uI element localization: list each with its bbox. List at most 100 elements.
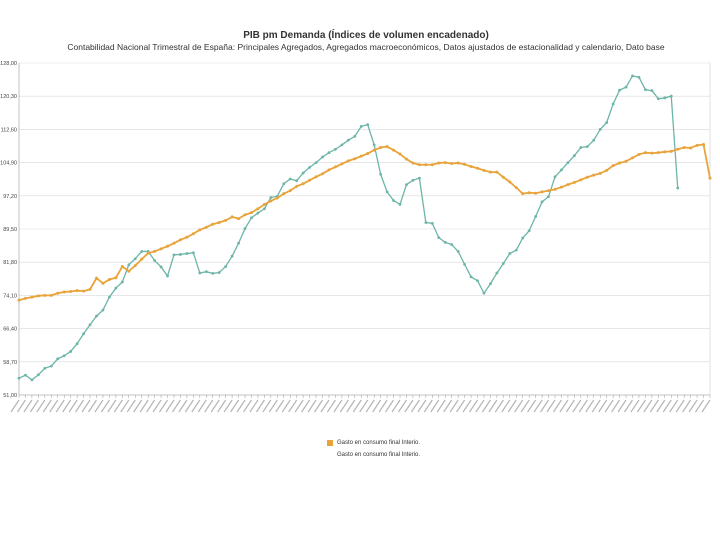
- data-point[interactable]: [333, 165, 337, 169]
- data-point[interactable]: [185, 252, 189, 255]
- data-point[interactable]: [275, 196, 279, 200]
- data-point[interactable]: [107, 277, 111, 281]
- data-point[interactable]: [95, 314, 98, 318]
- data-point[interactable]: [340, 162, 344, 166]
- data-point[interactable]: [385, 145, 389, 149]
- data-point[interactable]: [411, 161, 415, 165]
- data-point[interactable]: [553, 175, 557, 179]
- data-point[interactable]: [411, 178, 415, 182]
- data-point[interactable]: [314, 175, 318, 179]
- data-point[interactable]: [217, 271, 221, 274]
- data-point[interactable]: [592, 173, 596, 177]
- data-point[interactable]: [224, 218, 228, 222]
- data-point[interactable]: [334, 147, 337, 151]
- data-point[interactable]: [508, 252, 512, 255]
- data-point[interactable]: [695, 143, 699, 147]
- data-point[interactable]: [527, 229, 531, 233]
- data-point[interactable]: [153, 259, 157, 262]
- data-point[interactable]: [140, 257, 144, 261]
- data-point[interactable]: [398, 152, 402, 156]
- data-point[interactable]: [237, 217, 241, 221]
- data-point[interactable]: [30, 378, 34, 382]
- data-point[interactable]: [708, 176, 712, 180]
- data-point[interactable]: [618, 88, 621, 92]
- data-point[interactable]: [631, 156, 635, 160]
- data-point[interactable]: [450, 161, 454, 165]
- data-point[interactable]: [508, 180, 512, 184]
- data-point[interactable]: [314, 161, 318, 165]
- data-point[interactable]: [450, 243, 454, 246]
- data-point[interactable]: [24, 373, 27, 377]
- data-point[interactable]: [301, 171, 305, 175]
- data-point[interactable]: [159, 265, 163, 269]
- data-point[interactable]: [417, 163, 421, 167]
- data-point[interactable]: [405, 183, 408, 186]
- data-point[interactable]: [295, 179, 299, 183]
- data-point[interactable]: [372, 148, 376, 152]
- data-point[interactable]: [88, 287, 92, 291]
- data-point[interactable]: [82, 332, 85, 336]
- data-point[interactable]: [404, 157, 408, 161]
- data-point[interactable]: [321, 155, 324, 159]
- data-point[interactable]: [243, 227, 247, 230]
- data-point[interactable]: [592, 138, 596, 142]
- data-point[interactable]: [579, 178, 583, 182]
- data-point[interactable]: [353, 134, 357, 138]
- data-point[interactable]: [249, 211, 253, 215]
- data-point[interactable]: [379, 146, 383, 150]
- data-point[interactable]: [585, 175, 589, 179]
- data-point[interactable]: [437, 161, 441, 165]
- data-point[interactable]: [501, 175, 505, 179]
- data-point[interactable]: [17, 298, 21, 302]
- data-point[interactable]: [94, 276, 98, 280]
- data-point[interactable]: [663, 96, 667, 100]
- data-point[interactable]: [36, 373, 40, 377]
- data-point[interactable]: [49, 293, 53, 297]
- data-point[interactable]: [514, 186, 518, 190]
- data-point[interactable]: [308, 178, 312, 182]
- data-point[interactable]: [340, 143, 344, 147]
- data-point[interactable]: [534, 191, 538, 195]
- data-point[interactable]: [256, 207, 260, 211]
- data-point[interactable]: [424, 221, 428, 224]
- data-point[interactable]: [443, 161, 447, 165]
- data-point[interactable]: [663, 150, 667, 154]
- data-point[interactable]: [191, 251, 195, 255]
- data-point[interactable]: [133, 264, 137, 268]
- data-point[interactable]: [172, 241, 176, 245]
- data-point[interactable]: [547, 195, 550, 199]
- data-point[interactable]: [489, 282, 492, 286]
- data-point[interactable]: [605, 121, 609, 124]
- data-point[interactable]: [166, 244, 170, 248]
- data-point[interactable]: [49, 364, 53, 368]
- data-point[interactable]: [185, 235, 189, 239]
- data-point[interactable]: [23, 296, 27, 300]
- data-point[interactable]: [211, 272, 215, 275]
- data-point[interactable]: [540, 190, 544, 194]
- data-point[interactable]: [379, 172, 383, 176]
- data-point[interactable]: [430, 163, 434, 167]
- data-point[interactable]: [443, 240, 447, 244]
- data-point[interactable]: [669, 94, 673, 98]
- data-point[interactable]: [250, 216, 253, 220]
- data-point[interactable]: [417, 176, 421, 180]
- data-point[interactable]: [702, 142, 706, 146]
- data-point[interactable]: [656, 151, 660, 155]
- data-point[interactable]: [159, 247, 163, 251]
- data-point[interactable]: [308, 165, 312, 169]
- data-point[interactable]: [676, 147, 680, 151]
- data-point[interactable]: [540, 200, 544, 204]
- data-point[interactable]: [372, 143, 376, 147]
- data-point[interactable]: [101, 281, 105, 285]
- data-point[interactable]: [488, 170, 492, 174]
- data-point[interactable]: [204, 225, 208, 229]
- data-point[interactable]: [230, 215, 234, 219]
- data-point[interactable]: [36, 294, 40, 298]
- data-point[interactable]: [656, 97, 660, 101]
- data-point[interactable]: [153, 249, 157, 253]
- data-point[interactable]: [56, 357, 60, 361]
- data-point[interactable]: [682, 146, 686, 150]
- data-point[interactable]: [321, 172, 325, 176]
- data-point[interactable]: [560, 168, 563, 172]
- data-point[interactable]: [469, 164, 473, 168]
